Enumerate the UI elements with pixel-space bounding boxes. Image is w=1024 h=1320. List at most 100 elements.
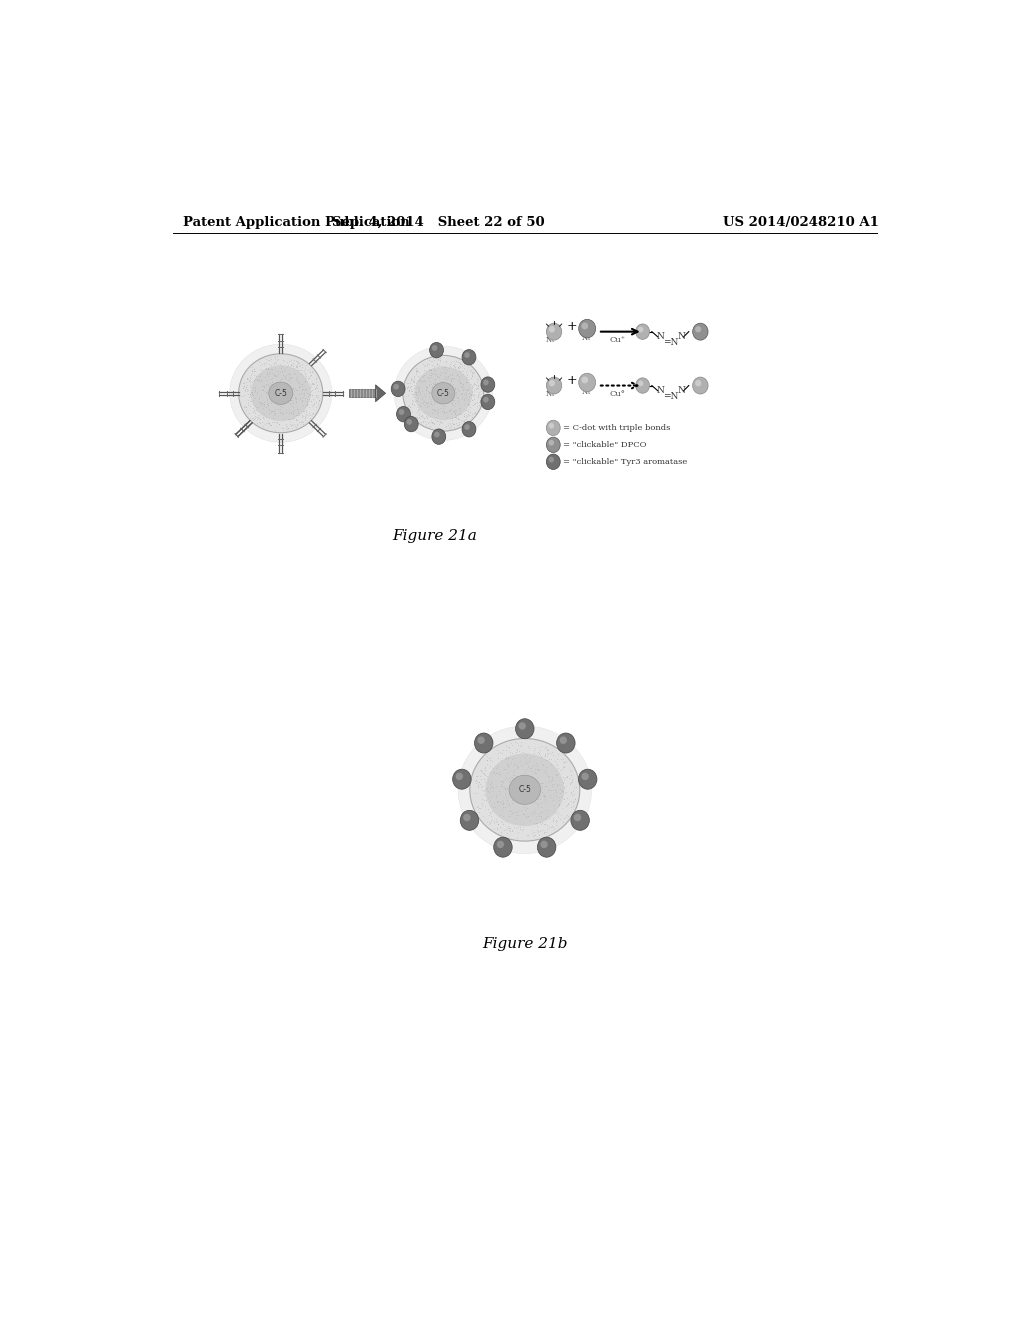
Point	[250, 396, 266, 417]
Point	[482, 774, 499, 795]
Point	[505, 803, 521, 824]
Point	[255, 379, 271, 400]
Point	[482, 801, 499, 822]
Text: US 2014/0248210 A1: US 2014/0248210 A1	[723, 215, 879, 228]
Point	[286, 405, 302, 426]
Ellipse shape	[494, 837, 512, 857]
Point	[563, 791, 580, 812]
Point	[288, 388, 304, 409]
Point	[464, 378, 480, 399]
Point	[239, 396, 255, 417]
Point	[537, 822, 553, 843]
Point	[500, 756, 516, 777]
Point	[449, 413, 465, 434]
Point	[447, 399, 464, 420]
Point	[459, 380, 475, 401]
Point	[278, 364, 294, 385]
Point	[530, 776, 547, 797]
Point	[562, 772, 579, 793]
Point	[244, 381, 260, 403]
Text: N: N	[677, 333, 685, 342]
Point	[258, 393, 274, 414]
Point	[399, 372, 416, 393]
Point	[483, 795, 500, 816]
Point	[511, 816, 527, 837]
Point	[440, 414, 457, 436]
Point	[470, 378, 486, 399]
Point	[456, 404, 472, 425]
Point	[302, 381, 318, 403]
Point	[453, 383, 469, 404]
Point	[280, 417, 296, 438]
Point	[510, 800, 526, 821]
Point	[436, 363, 453, 384]
Point	[418, 392, 434, 413]
Point	[438, 407, 455, 428]
Point	[474, 780, 490, 801]
Point	[535, 820, 551, 841]
Point	[514, 767, 530, 788]
Point	[441, 417, 458, 438]
Point	[484, 797, 501, 818]
Point	[511, 777, 527, 799]
Point	[407, 391, 423, 412]
Point	[283, 396, 299, 417]
Point	[546, 774, 562, 795]
Point	[497, 784, 513, 805]
Point	[420, 403, 436, 424]
Point	[471, 387, 487, 408]
Point	[271, 401, 288, 422]
Point	[437, 401, 454, 422]
Point	[435, 374, 452, 395]
Point	[300, 359, 316, 380]
Point	[421, 383, 437, 404]
Point	[436, 401, 453, 422]
Point	[296, 383, 312, 404]
Point	[499, 755, 515, 776]
Point	[445, 355, 462, 376]
Point	[241, 370, 257, 391]
Point	[419, 376, 435, 397]
Point	[295, 395, 311, 416]
Point	[473, 776, 489, 797]
Point	[502, 800, 518, 821]
Point	[306, 374, 323, 395]
Point	[564, 772, 581, 793]
Point	[255, 407, 271, 428]
Point	[238, 379, 254, 400]
Point	[558, 781, 574, 803]
Point	[473, 770, 489, 791]
Point	[421, 367, 437, 388]
Point	[469, 370, 485, 391]
Point	[309, 384, 326, 405]
Point	[494, 810, 510, 832]
Point	[520, 805, 537, 826]
Point	[401, 396, 418, 417]
Point	[503, 733, 519, 754]
Point	[411, 370, 427, 391]
Point	[523, 755, 540, 776]
Point	[258, 388, 274, 409]
Point	[447, 408, 464, 429]
Point	[531, 812, 548, 833]
Point	[499, 822, 515, 843]
Point	[252, 364, 268, 385]
Point	[284, 417, 300, 438]
Point	[508, 742, 524, 763]
Point	[289, 409, 305, 430]
Point	[422, 388, 438, 409]
Point	[266, 392, 283, 413]
Point	[512, 735, 528, 756]
Point	[292, 359, 308, 380]
Point	[500, 747, 516, 768]
Point	[302, 384, 318, 405]
Point	[301, 388, 317, 409]
Point	[445, 380, 462, 401]
Point	[447, 381, 464, 403]
Point	[485, 762, 502, 783]
Point	[432, 364, 449, 385]
Point	[454, 356, 470, 378]
Ellipse shape	[695, 326, 701, 333]
Point	[507, 812, 523, 833]
Point	[490, 795, 507, 816]
